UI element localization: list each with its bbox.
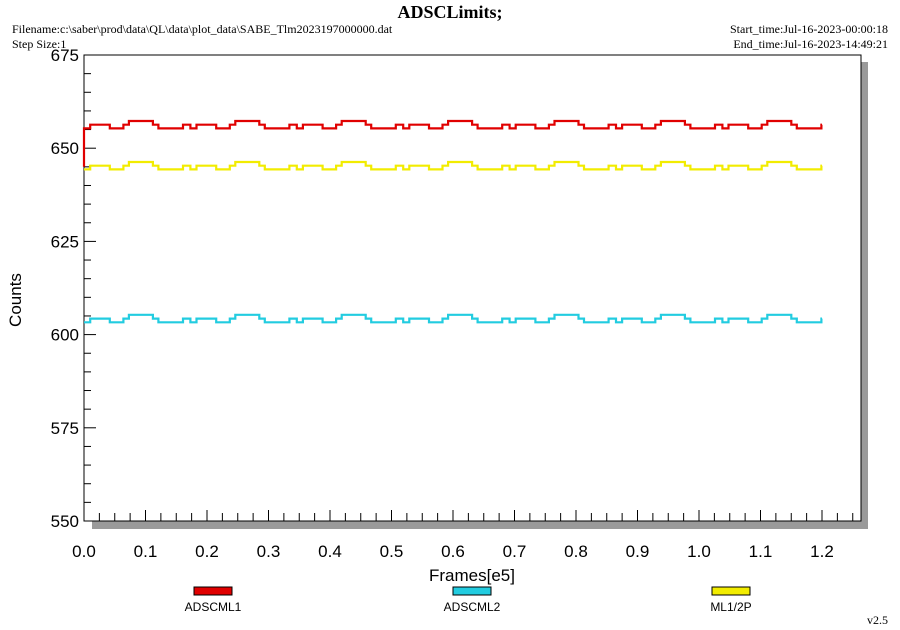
y-tick-label: 550 xyxy=(51,512,79,531)
x-tick-label: 0.0 xyxy=(72,542,96,561)
series-layer xyxy=(82,119,823,324)
legend-swatch xyxy=(193,586,233,596)
end-time-text: End_time:Jul-16-2023-14:49:21 xyxy=(733,37,888,51)
x-tick-label: 0.3 xyxy=(257,542,281,561)
x-tick-label: 0.7 xyxy=(503,542,527,561)
y-tick-label: 650 xyxy=(51,139,79,158)
y-axis-label: Counts xyxy=(6,273,25,327)
y-tick-label: 625 xyxy=(51,232,79,251)
x-tick-label: 1.0 xyxy=(687,542,711,561)
y-tick-label: 575 xyxy=(51,419,79,438)
start-time-text: Start_time:Jul-16-2023-00:00:18 xyxy=(730,22,888,36)
legend-swatch xyxy=(711,586,751,596)
series-line-ml1-2p xyxy=(84,160,823,171)
y-tick-label: 600 xyxy=(51,326,79,345)
x-tick-label: 0.4 xyxy=(318,542,342,561)
x-tick-label: 0.1 xyxy=(134,542,158,561)
legend-label: ADSCML1 xyxy=(185,600,242,614)
legend: ADSCML1 ADSCML2 ML1/2P xyxy=(185,586,752,614)
x-axis-label: Frames[e5] xyxy=(429,566,515,585)
x-axis: 0.0 0.1 0.2 0.3 0.4 0.5 0.6 0.7 0.8 0.9 1.0 1.1 1.2 xyxy=(72,510,854,561)
legend-label: ML1/2P xyxy=(710,600,751,614)
filename-text: Filename:c:\saber\prod\data\QL\data\plot… xyxy=(12,22,393,36)
y-tick-label: 675 xyxy=(51,46,79,65)
step-size-text: Step Size:1 xyxy=(12,37,67,51)
x-tick-label: 1.1 xyxy=(749,542,773,561)
legend-label: ADSCML2 xyxy=(444,600,501,614)
x-tick-label: 0.9 xyxy=(626,542,650,561)
version-label: v2.5 xyxy=(867,613,888,627)
y-axis: 550 575 600 625 650 675 xyxy=(51,46,96,531)
series-line-adscml1 xyxy=(82,119,823,167)
x-tick-label: 1.2 xyxy=(810,542,834,561)
x-tick-label: 0.8 xyxy=(564,542,588,561)
x-tick-label: 0.6 xyxy=(441,542,465,561)
legend-swatch xyxy=(452,586,492,596)
x-tick-label: 0.2 xyxy=(195,542,219,561)
plot-area xyxy=(83,54,862,522)
x-tick-label: 0.5 xyxy=(380,542,404,561)
chart-title: ADSCLimits; xyxy=(397,2,503,22)
series-line-adscml2 xyxy=(84,313,823,324)
